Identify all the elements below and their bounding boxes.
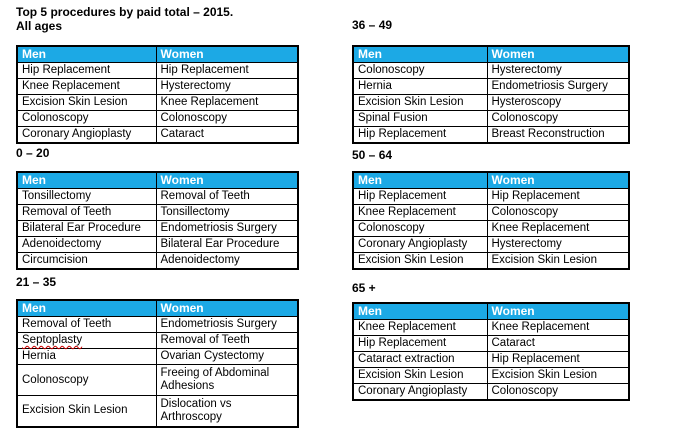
table-cell: Dislocation vs Arthroscopy <box>155 395 299 427</box>
table-cell: Knee Replacement <box>16 78 157 95</box>
table-cell: Removal of Teeth <box>16 204 157 221</box>
column-header-men: Men <box>352 171 488 189</box>
section-label-21-35: 21 – 35 <box>16 275 57 289</box>
table-cell: Adenoidectomy <box>16 236 157 253</box>
table-cell: Tonsillectomy <box>16 188 157 205</box>
table-cell: Colonoscopy <box>155 110 299 127</box>
column-header-women: Women <box>155 299 299 317</box>
table-cell: Knee Replacement <box>486 220 630 237</box>
table-cell: Cataract <box>486 335 630 352</box>
table-cell: Bilateral Ear Procedure <box>155 236 299 253</box>
table-cell: Cataract <box>155 126 299 144</box>
table-cell: Knee Replacement <box>486 319 630 336</box>
table-cell: Septoplasty <box>16 332 157 349</box>
table-cell: Coronary Angioplasty <box>16 126 157 144</box>
section-label-0-20: 0 – 20 <box>16 146 50 160</box>
procedures-table-65-plus: Men Women Knee Replacement Knee Replaceme… <box>352 302 630 401</box>
table-cell: Circumcision <box>16 252 157 270</box>
page-title: Top 5 procedures by paid total – 2015. <box>16 5 234 19</box>
column-header-women: Women <box>486 45 630 63</box>
procedures-table-50-64: Men Women Hip Replacement Hip Replacement… <box>352 171 630 270</box>
table-cell: Breast Reconstruction <box>486 126 630 144</box>
table-cell: Excision Skin Lesion <box>352 252 488 270</box>
table-cell: Removal of Teeth <box>155 188 299 205</box>
table-cell: Excision Skin Lesion <box>486 252 630 270</box>
table-cell: Hip Replacement <box>155 62 299 79</box>
column-header-men: Men <box>16 171 157 189</box>
table-cell: Removal of Teeth <box>155 332 299 349</box>
table-cell: Colonoscopy <box>486 110 630 127</box>
table-cell: Knee Replacement <box>352 204 488 221</box>
table-cell: Hysterectomy <box>155 78 299 95</box>
section-label-36-49: 36 – 49 <box>352 18 393 32</box>
table-cell: Removal of Teeth <box>16 316 157 333</box>
table-cell: Colonoscopy <box>352 62 488 79</box>
table-cell: Adenoidectomy <box>155 252 299 270</box>
table-cell: Spinal Fusion <box>352 110 488 127</box>
table-cell: Hysterectomy <box>486 236 630 253</box>
table-cell: Hip Replacement <box>352 188 488 205</box>
table-cell: Excision Skin Lesion <box>352 367 488 384</box>
table-cell: Hip Replacement <box>352 126 488 144</box>
table-cell: Excision Skin Lesion <box>16 94 157 111</box>
table-cell: Hip Replacement <box>486 351 630 368</box>
table-cell: Hip Replacement <box>16 62 157 79</box>
procedures-table-36-49: Men Women Colonoscopy Hysterectomy Hernia… <box>352 45 630 144</box>
table-cell: Colonoscopy <box>16 364 157 396</box>
table-cell: Hysteroscopy <box>486 94 630 111</box>
column-header-women: Women <box>486 171 630 189</box>
table-cell: Knee Replacement <box>155 94 299 111</box>
procedures-table-0-20: Men Women Tonsillectomy Removal of Teeth … <box>16 171 299 270</box>
section-label-all-ages: All ages <box>16 19 63 33</box>
table-cell: Endometriosis Surgery <box>155 220 299 237</box>
table-cell: Tonsillectomy <box>155 204 299 221</box>
table-cell: Colonoscopy <box>352 220 488 237</box>
procedures-table-all-ages: Men Women Hip Replacement Hip Replacement… <box>16 45 299 144</box>
table-cell: Colonoscopy <box>486 204 630 221</box>
column-header-men: Men <box>16 45 157 63</box>
table-cell: Hip Replacement <box>486 188 630 205</box>
column-header-women: Women <box>486 302 630 320</box>
table-cell: Excision Skin Lesion <box>352 94 488 111</box>
table-cell: Excision Skin Lesion <box>486 367 630 384</box>
table-cell: Freeing of Abdominal Adhesions <box>155 364 299 396</box>
section-label-65-plus: 65 + <box>352 281 376 295</box>
procedures-table-21-35: Men Women Removal of Teeth Endometriosis … <box>16 299 299 428</box>
table-cell: Endometriosis Surgery <box>155 316 299 333</box>
table-cell: Colonoscopy <box>16 110 157 127</box>
section-label-50-64: 50 – 64 <box>352 148 393 162</box>
table-cell: Coronary Angioplasty <box>352 383 488 401</box>
column-header-women: Women <box>155 45 299 63</box>
table-cell: Cataract extraction <box>352 351 488 368</box>
column-header-men: Men <box>16 299 157 317</box>
table-cell: Ovarian Cystectomy <box>155 348 299 365</box>
misspelled-word: Septoplasty <box>22 334 83 346</box>
column-header-women: Women <box>155 171 299 189</box>
table-cell: Excision Skin Lesion <box>16 395 157 427</box>
table-cell: Knee Replacement <box>352 319 488 336</box>
table-cell: Hysterectomy <box>486 62 630 79</box>
table-cell: Hip Replacement <box>352 335 488 352</box>
table-cell: Bilateral Ear Procedure <box>16 220 157 237</box>
column-header-men: Men <box>352 45 488 63</box>
table-cell: Coronary Angioplasty <box>352 236 488 253</box>
table-cell: Colonoscopy <box>486 383 630 401</box>
table-cell: Endometriosis Surgery <box>486 78 630 95</box>
table-cell: Hernia <box>16 348 157 365</box>
column-header-men: Men <box>352 302 488 320</box>
table-cell: Hernia <box>352 78 488 95</box>
